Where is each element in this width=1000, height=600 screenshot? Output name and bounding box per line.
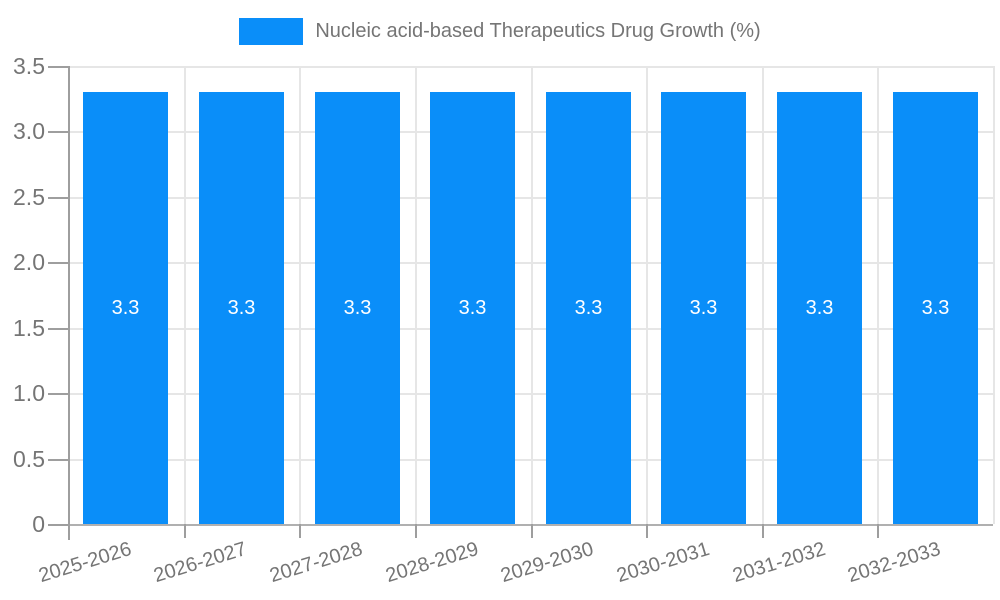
bar <box>199 92 284 524</box>
y-axis-line <box>68 66 70 540</box>
x-tick-label: 2026-2027 <box>151 538 250 588</box>
x-tick <box>531 524 533 538</box>
h-gridline <box>68 524 993 526</box>
h-gridline <box>68 459 993 461</box>
y-tick <box>48 393 68 395</box>
y-tick-label: 2.0 <box>13 249 45 275</box>
y-tick-label: 0.5 <box>13 446 45 472</box>
x-tick <box>299 524 301 538</box>
v-gridline <box>531 66 533 524</box>
bar-value-label: 3.3 <box>458 297 487 319</box>
y-tick <box>48 328 68 330</box>
x-tick <box>415 524 417 538</box>
bar <box>83 92 168 524</box>
bar-value-label: 3.3 <box>111 297 140 319</box>
bar-value-label: 3.3 <box>227 297 256 319</box>
y-tick-label: 3.5 <box>13 53 45 79</box>
x-tick <box>68 524 70 538</box>
x-tick <box>184 524 186 538</box>
bar-value-label: 3.3 <box>343 297 372 319</box>
y-tick-label: 3.0 <box>13 118 45 144</box>
v-gridline <box>184 66 186 524</box>
y-tick-label: 1.5 <box>13 315 45 341</box>
h-gridline <box>68 328 993 330</box>
y-tick-label: 0 <box>32 511 45 537</box>
bar <box>546 92 631 524</box>
v-gridline <box>993 66 995 524</box>
y-tick-label: 1.0 <box>13 380 45 406</box>
y-tick <box>48 262 68 264</box>
v-gridline <box>877 66 879 524</box>
v-gridline <box>415 66 417 524</box>
y-tick-label: 2.5 <box>13 184 45 210</box>
h-gridline <box>68 197 993 199</box>
y-tick <box>48 131 68 133</box>
x-tick <box>762 524 764 538</box>
bar-value-label: 3.3 <box>921 297 950 319</box>
y-tick <box>48 197 68 199</box>
bar <box>661 92 746 524</box>
bar-value-label: 3.3 <box>805 297 834 319</box>
h-gridline <box>68 393 993 395</box>
x-tick <box>646 524 648 538</box>
bar <box>315 92 400 524</box>
x-tick-label: 2025-2026 <box>36 538 135 588</box>
x-tick-label: 2031-2032 <box>730 538 829 588</box>
x-tick-label: 2027-2028 <box>267 538 366 588</box>
y-tick <box>48 66 68 68</box>
legend-swatch-icon <box>239 18 304 45</box>
bar <box>430 92 515 524</box>
v-gridline <box>762 66 764 524</box>
x-tick-label: 2030-2031 <box>614 538 713 588</box>
h-gridline <box>68 66 993 68</box>
bar <box>893 92 978 524</box>
x-tick-label: 2029-2030 <box>498 538 597 588</box>
v-gridline <box>646 66 648 524</box>
legend-label: Nucleic acid-based Therapeutics Drug Gro… <box>315 20 761 42</box>
h-gridline <box>68 131 993 133</box>
chart-legend: Nucleic acid-based Therapeutics Drug Gro… <box>0 18 1000 45</box>
x-tick-label: 2028-2029 <box>383 538 482 588</box>
y-tick <box>48 524 68 526</box>
y-tick <box>48 459 68 461</box>
bar <box>777 92 862 524</box>
x-tick <box>877 524 879 538</box>
h-gridline <box>68 262 993 264</box>
bar-value-label: 3.3 <box>574 297 603 319</box>
bar-value-label: 3.3 <box>689 297 718 319</box>
x-tick-label: 2032-2033 <box>845 538 944 588</box>
v-gridline <box>299 66 301 524</box>
